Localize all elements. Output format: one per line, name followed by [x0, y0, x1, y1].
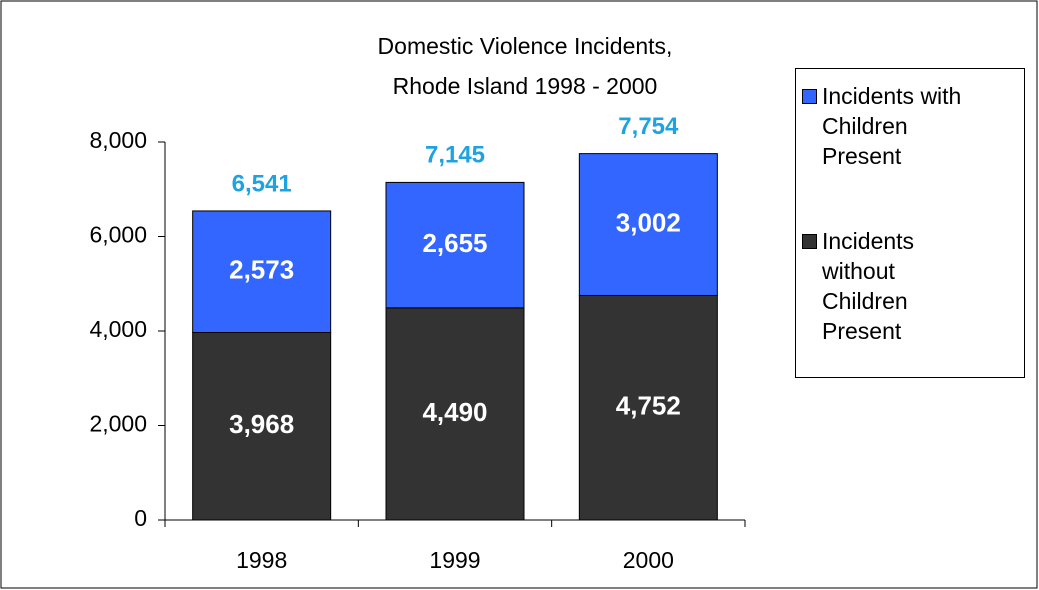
x-tick-label: 2000 [623, 547, 674, 573]
value-label: 2,655 [422, 228, 487, 258]
value-label: 4,752 [616, 391, 681, 421]
legend-swatch [802, 89, 817, 104]
legend-label: Incidents with Children Present [822, 83, 962, 169]
legend-label: Incidents without Children Present [822, 228, 915, 344]
value-label: 4,490 [422, 397, 487, 427]
bar-segment [192, 332, 332, 521]
bar-segment [578, 294, 718, 521]
total-label: 7,754 [618, 113, 679, 140]
legend: Incidents with Children Present Incidents… [795, 68, 1025, 378]
total-label: 6,541 [232, 170, 292, 197]
y-tick-label: 8,000 [89, 127, 147, 153]
total-label: 7,145 [425, 142, 485, 169]
y-tick-label: 0 [134, 505, 147, 531]
value-label: 3,002 [616, 207, 681, 237]
value-label: 3,968 [229, 409, 294, 439]
bar-segment [192, 210, 332, 334]
value-label: 2,573 [229, 255, 294, 285]
bar-segment [385, 181, 525, 309]
x-tick-label: 1999 [429, 547, 480, 573]
y-tick-label: 6,000 [89, 222, 147, 248]
x-tick-label: 1998 [236, 547, 287, 573]
y-tick-label: 4,000 [89, 316, 147, 342]
bar-segment [578, 153, 718, 296]
y-tick-label: 2,000 [89, 411, 147, 437]
legend-swatch [802, 234, 817, 249]
bar-segment [385, 307, 525, 521]
chart-title: Domestic Violence Incidents, Rhode Islan… [377, 33, 673, 99]
